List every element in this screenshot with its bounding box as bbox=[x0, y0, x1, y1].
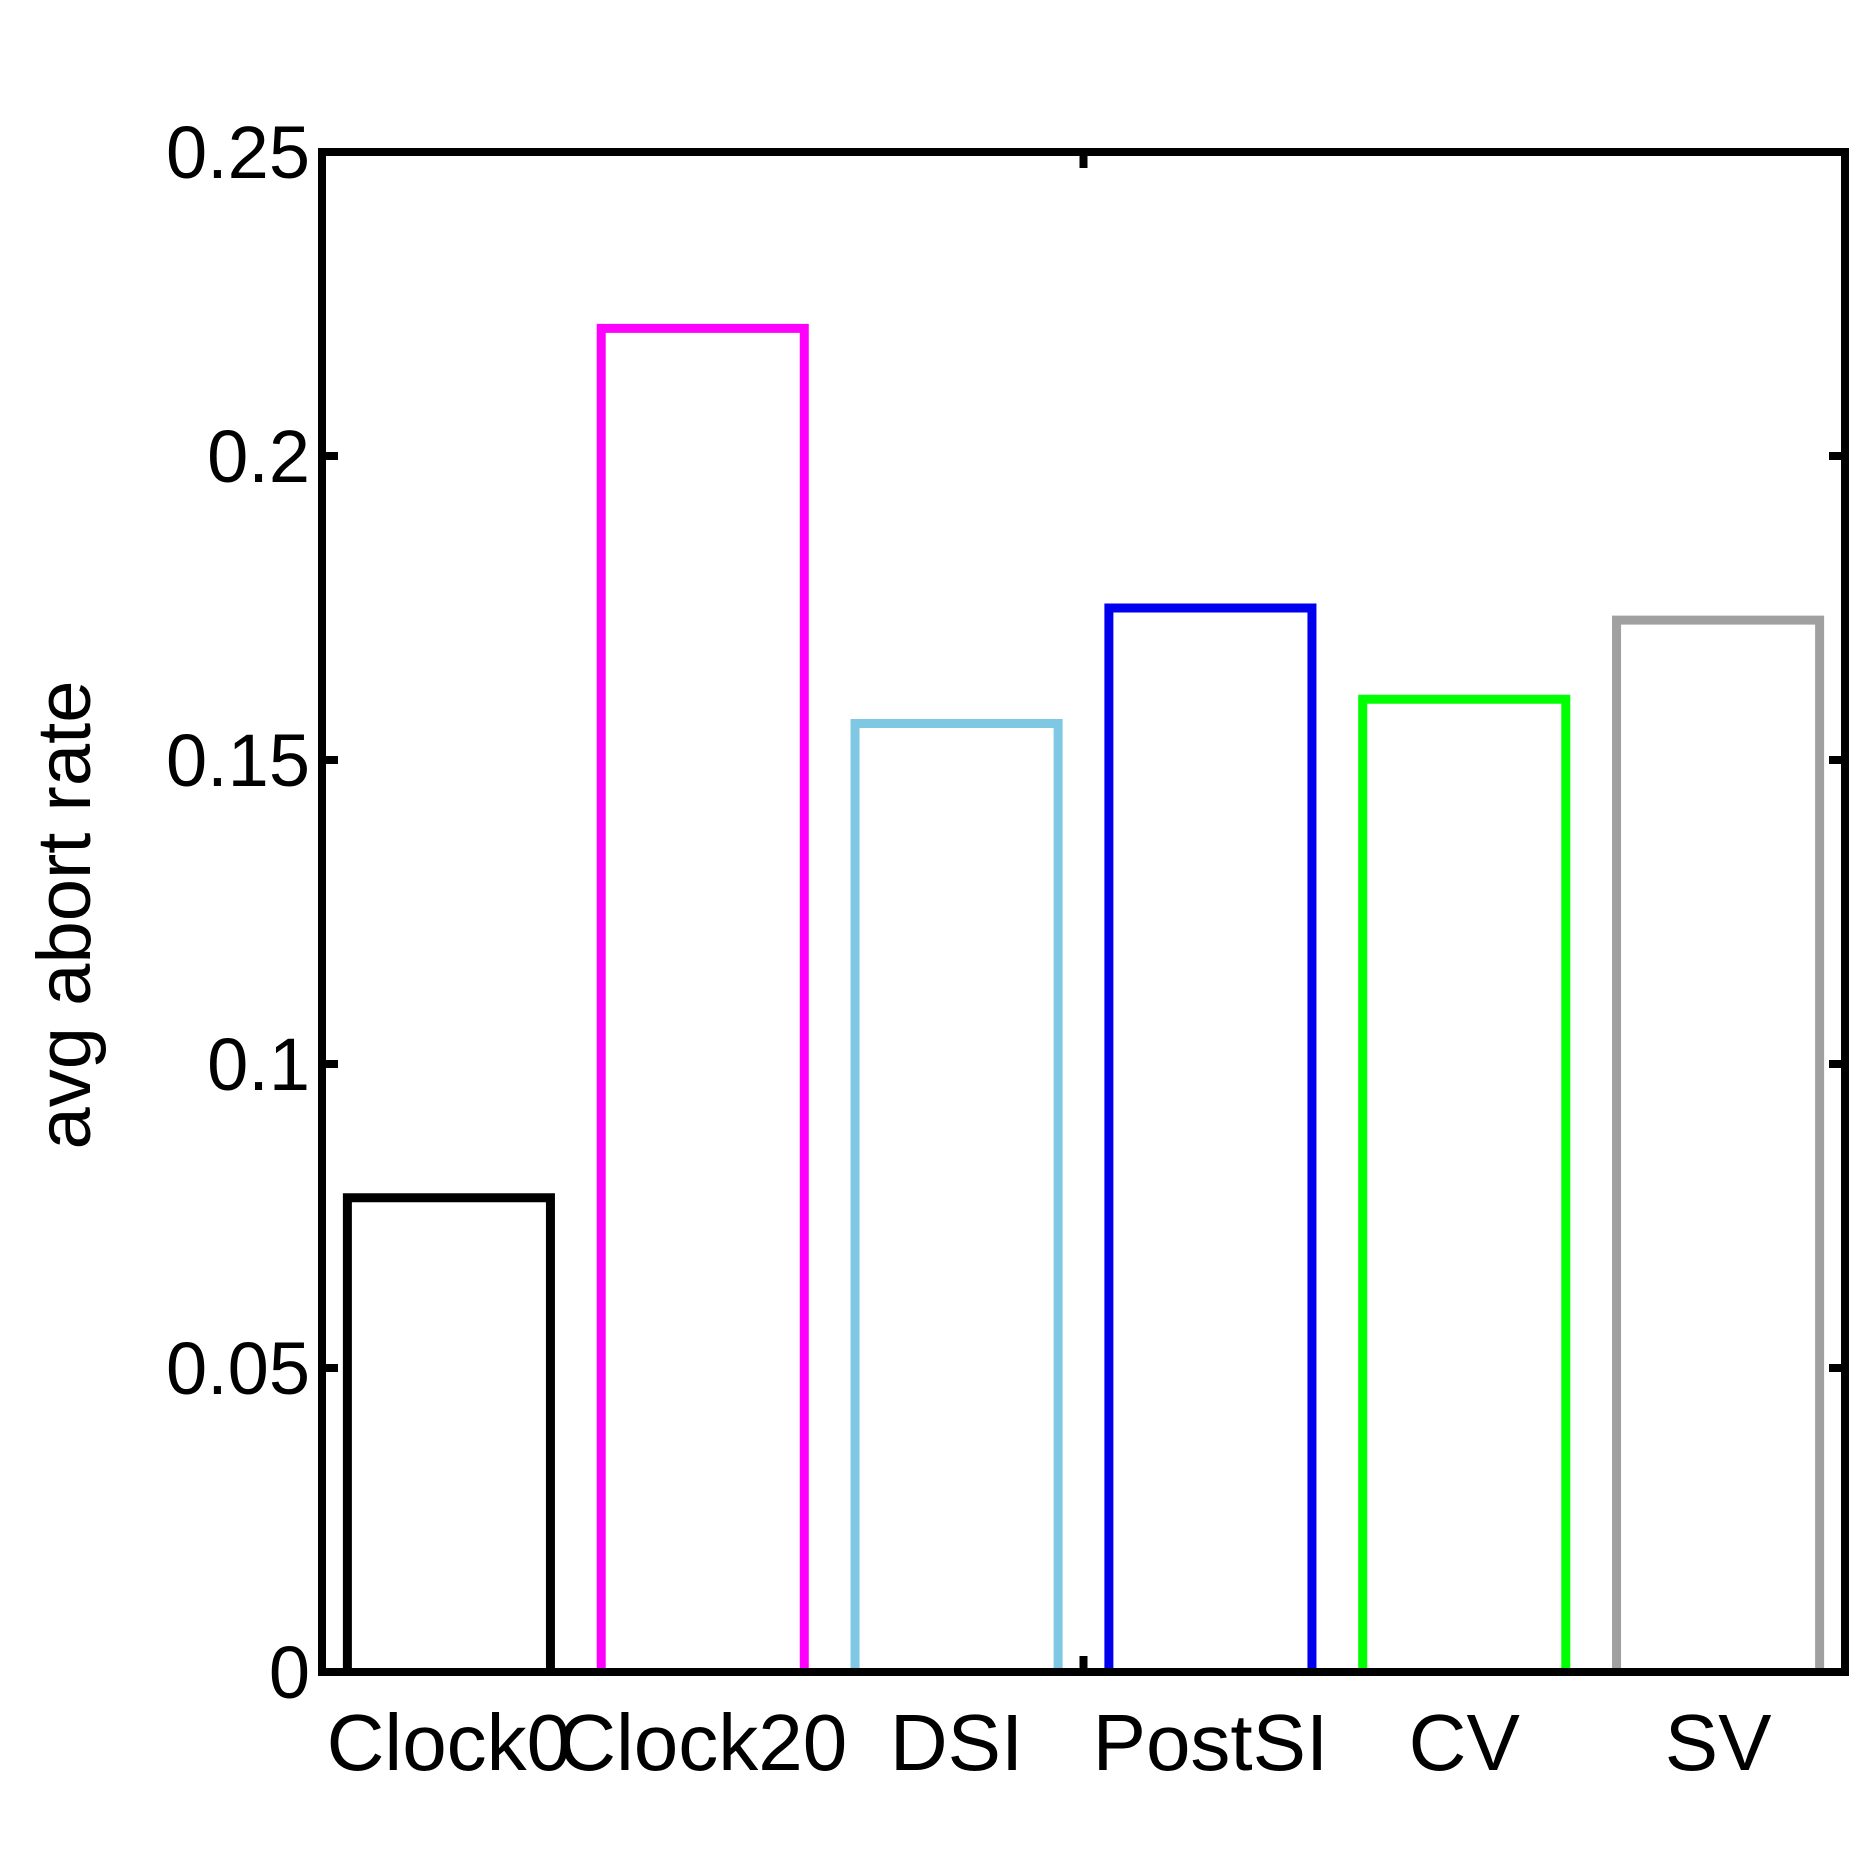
x-tick-label-sv: SV bbox=[1665, 1698, 1772, 1787]
y-tick-label-1: 0.05 bbox=[166, 1327, 310, 1410]
y-tick-label-0: 0 bbox=[269, 1631, 310, 1714]
bar-dsi bbox=[850, 719, 1063, 1672]
x-tick-label-cv: CV bbox=[1409, 1698, 1521, 1787]
x-tick-label-clock20: Clock20 bbox=[558, 1698, 847, 1787]
plot-frame bbox=[318, 148, 1849, 1676]
bars-group bbox=[342, 323, 1825, 1672]
y-tick-label-3: 0.15 bbox=[166, 719, 310, 802]
bar-clock20 bbox=[596, 323, 809, 1672]
y-tick-labels: 0 0.05 0.1 0.15 0.2 0.25 bbox=[166, 111, 310, 1714]
bar-cv bbox=[1358, 694, 1571, 1672]
bar-postsi bbox=[1104, 603, 1317, 1672]
x-tick-label-postsi: PostSI bbox=[1093, 1698, 1329, 1787]
bar-sv bbox=[1612, 615, 1825, 1672]
x-tick-label-clock0: Clock0 bbox=[327, 1698, 572, 1787]
y-axis-label: avg abort rate bbox=[22, 681, 107, 1150]
y-tick-label-2: 0.1 bbox=[207, 1023, 310, 1106]
x-tick-label-dsi: DSI bbox=[890, 1698, 1023, 1787]
y-tick-label-4: 0.2 bbox=[207, 415, 310, 498]
y-tick-label-5: 0.25 bbox=[166, 111, 310, 194]
bar-clock0 bbox=[342, 1193, 555, 1672]
